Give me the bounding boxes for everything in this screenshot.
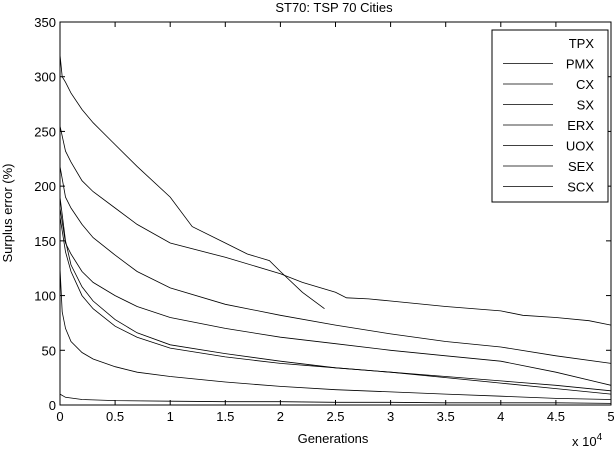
x-tick-label: 0.5 [106, 409, 124, 424]
x-axis-exponent-base: x 10 [572, 434, 597, 449]
legend-item-uox: UOX [503, 139, 594, 154]
legend-item-sex: SEX [503, 159, 594, 174]
x-tick-label: 2 [277, 409, 284, 424]
series-line-cx [59, 125, 612, 326]
legend-label: PMX [566, 57, 595, 72]
legend-label: SEX [568, 159, 594, 174]
y-tick-label: 0 [49, 398, 56, 413]
x-axis-exponent: x 104 [572, 432, 603, 449]
legend-item-pmx: PMX [503, 57, 594, 72]
y-tick-label: 250 [34, 124, 56, 139]
series-line-pmx [59, 54, 325, 310]
legend-item-sx: SX [503, 98, 594, 113]
series-line-sx [59, 166, 612, 364]
legend-item-tpx: TPX [569, 36, 595, 51]
x-tick-label: 4 [497, 409, 504, 424]
legend-box [491, 29, 609, 203]
legend-label: UOX [566, 139, 595, 154]
x-tick-label: 0 [56, 409, 63, 424]
legend-label: ERX [567, 118, 594, 133]
series-line-scx [59, 268, 612, 400]
legend-label: CX [576, 77, 594, 92]
y-axis-label: Surplus error (%) [0, 164, 15, 263]
x-tick-label: 5 [607, 409, 614, 424]
legend-label: SCX [567, 180, 594, 195]
y-tick-label: 50 [42, 343, 56, 358]
y-tick-label: 150 [34, 234, 56, 249]
x-axis-exponent-power: 4 [597, 432, 603, 443]
legend-item-erx: ERX [503, 118, 594, 133]
legend-items: TPX PMX CX SX ERX UOX SEX SCX [503, 36, 594, 195]
legend-item-cx: CX [503, 77, 594, 92]
series-line-sex [59, 216, 612, 395]
x-tick-label: 3 [387, 409, 394, 424]
legend-label: SX [577, 98, 595, 113]
y-tick-label: 350 [34, 15, 56, 30]
series-line-erx [59, 207, 612, 386]
x-tick-label: 1.5 [216, 409, 234, 424]
y-tick-label: 100 [34, 289, 56, 304]
x-tick-label: 2.5 [326, 409, 344, 424]
x-tick-label: 1 [167, 409, 174, 424]
legend: TPX PMX CX SX ERX UOX SEX SCX [491, 29, 609, 203]
x-axis-ticks: 0 0.5 1 1.5 2 2.5 3 3.5 4 4.5 5 [56, 22, 614, 424]
y-axis-ticks: 0 50 100 150 200 250 300 350 [34, 15, 611, 413]
chart-title: ST70: TSP 70 Cities [275, 0, 393, 15]
y-tick-label: 200 [34, 179, 56, 194]
x-axis-label: Generations [298, 431, 369, 446]
series-line-uox [59, 197, 612, 392]
legend-item-scx: SCX [503, 180, 594, 195]
legend-label: TPX [569, 36, 595, 51]
y-tick-label: 300 [34, 70, 56, 85]
x-tick-label: 4.5 [547, 409, 565, 424]
x-tick-label: 3.5 [437, 409, 455, 424]
